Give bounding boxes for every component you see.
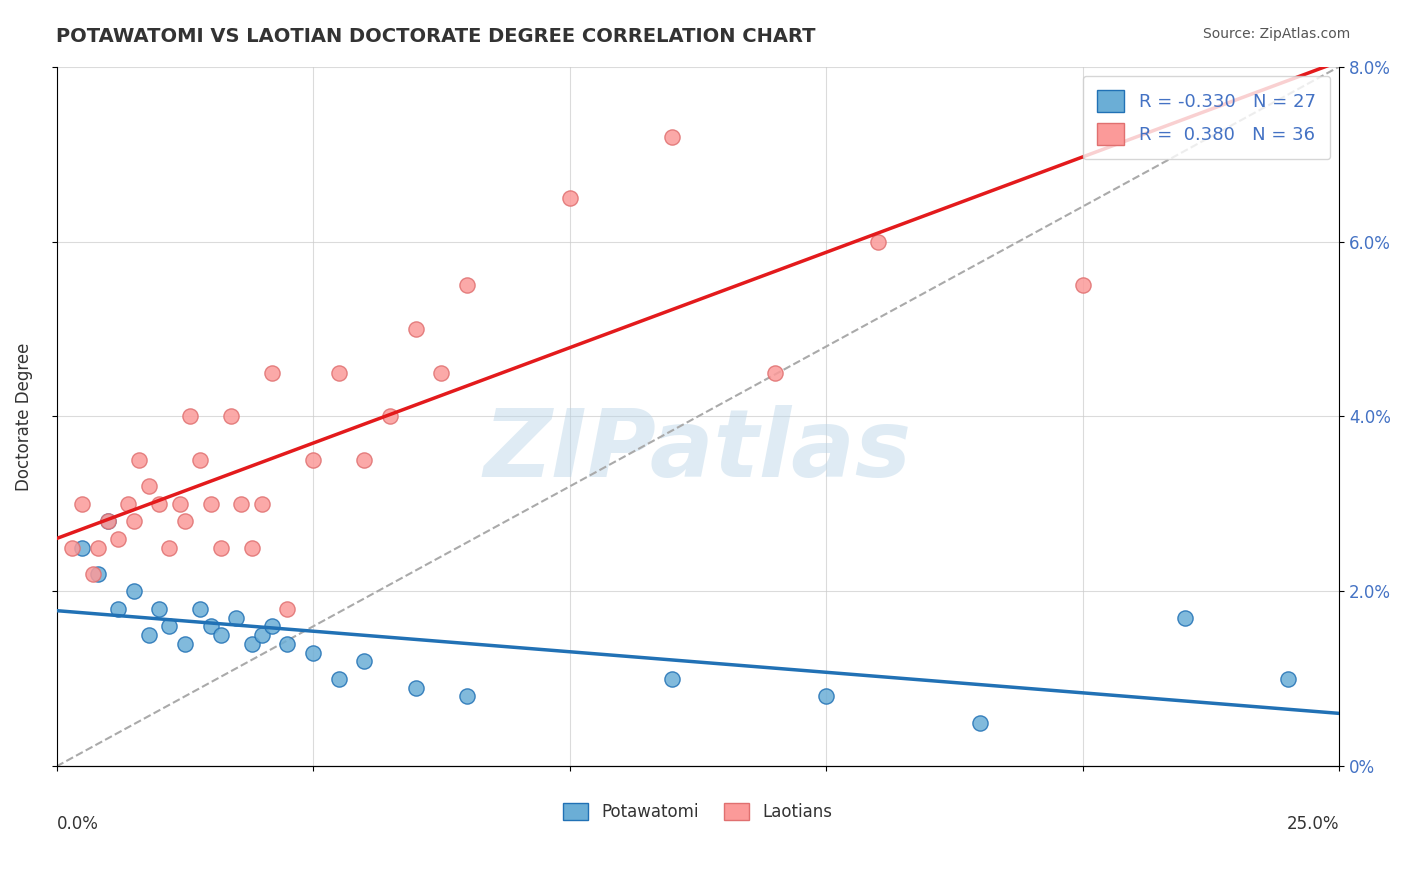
Point	[302, 646, 325, 660]
Point	[188, 453, 211, 467]
Text: 0.0%: 0.0%	[56, 815, 98, 833]
Point	[209, 628, 232, 642]
Point	[378, 409, 401, 424]
Point	[1174, 610, 1197, 624]
Point	[1277, 672, 1299, 686]
Point	[328, 672, 350, 686]
Point	[661, 672, 683, 686]
Point	[430, 366, 453, 380]
Point	[169, 497, 191, 511]
Point	[405, 322, 427, 336]
Point	[225, 610, 247, 624]
Point	[240, 637, 263, 651]
Point	[188, 602, 211, 616]
Point	[72, 541, 94, 555]
Point	[148, 497, 170, 511]
Point	[72, 497, 94, 511]
Point	[866, 235, 889, 249]
Text: POTAWATOMI VS LAOTIAN DOCTORATE DEGREE CORRELATION CHART: POTAWATOMI VS LAOTIAN DOCTORATE DEGREE C…	[56, 27, 815, 45]
Point	[173, 515, 195, 529]
Text: 25.0%: 25.0%	[1286, 815, 1340, 833]
Point	[240, 541, 263, 555]
Point	[200, 497, 222, 511]
Point	[82, 566, 104, 581]
Point	[276, 637, 298, 651]
Point	[405, 681, 427, 695]
Point	[219, 409, 242, 424]
Point	[200, 619, 222, 633]
Point	[276, 602, 298, 616]
Point	[558, 191, 581, 205]
Point	[86, 541, 108, 555]
Point	[128, 453, 150, 467]
Point	[159, 541, 181, 555]
Point	[173, 637, 195, 651]
Point	[969, 715, 991, 730]
Point	[138, 628, 160, 642]
Point	[97, 515, 120, 529]
Point	[353, 453, 375, 467]
Point	[302, 453, 325, 467]
Point	[763, 366, 786, 380]
Point	[60, 541, 83, 555]
Point	[262, 619, 284, 633]
Point	[353, 654, 375, 668]
Text: ZIPatlas: ZIPatlas	[484, 406, 912, 498]
Point	[815, 690, 838, 704]
Point	[250, 497, 273, 511]
Point	[456, 278, 478, 293]
Point	[250, 628, 273, 642]
Point	[117, 497, 139, 511]
Point	[107, 532, 129, 546]
Point	[107, 602, 129, 616]
Legend: Potawatomi, Laotians: Potawatomi, Laotians	[557, 797, 839, 828]
Point	[148, 602, 170, 616]
Point	[122, 515, 145, 529]
Point	[138, 479, 160, 493]
Y-axis label: Doctorate Degree: Doctorate Degree	[15, 343, 32, 491]
Point	[209, 541, 232, 555]
Point	[159, 619, 181, 633]
Text: Source: ZipAtlas.com: Source: ZipAtlas.com	[1202, 27, 1350, 41]
Point	[661, 129, 683, 144]
Point	[86, 566, 108, 581]
Point	[328, 366, 350, 380]
Point	[122, 584, 145, 599]
Point	[1071, 278, 1094, 293]
Point	[97, 515, 120, 529]
Point	[231, 497, 253, 511]
Point	[262, 366, 284, 380]
Point	[179, 409, 201, 424]
Point	[456, 690, 478, 704]
